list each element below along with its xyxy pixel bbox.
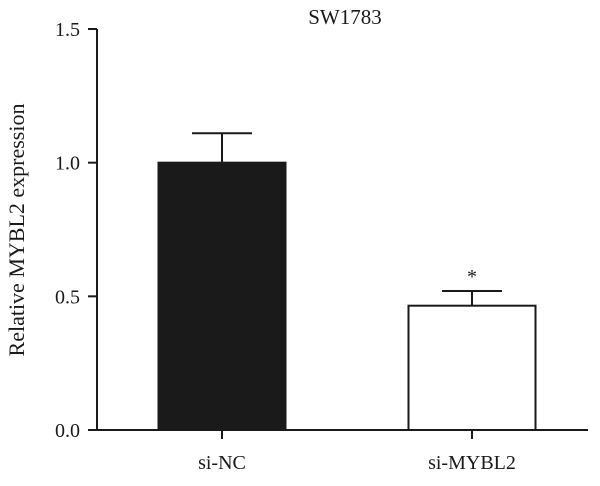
y-tick-label: 0.5 (55, 286, 80, 308)
tick-labels: 0.0 0.5 1.0 1.5 si-NC si-MYBL2 * (55, 19, 516, 474)
y-tick-label: 0.0 (55, 420, 80, 442)
bar-si-mybl2 (407, 304, 537, 431)
x-tick-label: si-NC (198, 452, 246, 474)
significance-marker: * (467, 266, 477, 288)
y-tick-label: 1.0 (55, 153, 80, 175)
bar-si-nc (157, 161, 287, 432)
y-axis-label: Relative MYBL2 expression (4, 104, 29, 357)
x-tick-label: si-MYBL2 (428, 452, 516, 474)
bars (157, 132, 537, 432)
y-tick-label: 1.5 (55, 19, 80, 41)
chart-title: SW1783 (308, 5, 382, 29)
